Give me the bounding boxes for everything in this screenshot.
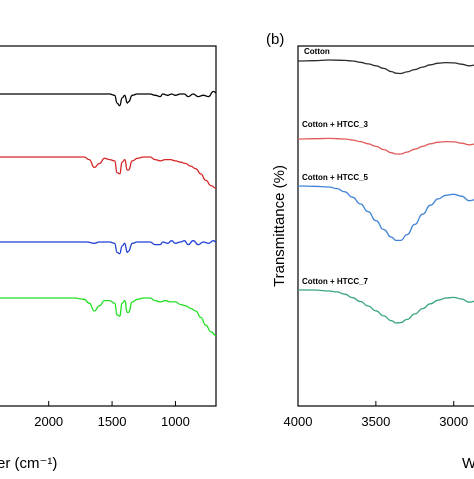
panel-a-line-spectrum-4 bbox=[0, 297, 217, 337]
panel-b-line-cotton bbox=[297, 59, 474, 75]
panel-a-line-spectrum-2 bbox=[0, 156, 217, 189]
panel-b-series-labels: Cotton Cotton + HTCC_3 Cotton + HTCC_5 Cott… bbox=[302, 47, 369, 286]
panel-a-x-axis: 2000 1500 1000 bbox=[34, 401, 190, 429]
panel-a-x-tick-label: 2000 bbox=[34, 414, 63, 429]
panel-b-x-axis: 4000 3500 3000 bbox=[284, 401, 468, 429]
panel-b-series-label-cotton-htcc-7: Cotton + HTCC_7 bbox=[302, 277, 369, 286]
panel-a-spectra bbox=[0, 90, 217, 337]
panel-a-x-axis-title: er (cm⁻¹) bbox=[0, 455, 57, 472]
panel-a-line-spectrum-1 bbox=[0, 90, 217, 107]
panel-b-spectra bbox=[297, 59, 474, 324]
panel-a-line-spectrum-3 bbox=[0, 240, 217, 255]
panel-b-line-cotton-htcc-7 bbox=[298, 289, 474, 324]
panel-a-frame bbox=[0, 45, 217, 407]
panel-a-x-tick-label: 1000 bbox=[161, 414, 190, 429]
panel-b-x-tick-label: 4000 bbox=[284, 414, 313, 429]
panel-b-x-tick-label: 3500 bbox=[361, 414, 390, 429]
panel-b-line-cotton-htcc-3 bbox=[297, 137, 474, 155]
panel-b-x-axis-title: Wa bbox=[462, 455, 474, 472]
panel-b-y-axis-title: Transmittance (%) bbox=[271, 165, 288, 287]
panel-b-series-label-cotton: Cotton bbox=[304, 47, 330, 56]
panel-b: (b) Transmittance (%) Cotton Cotton + HTC… bbox=[266, 31, 474, 472]
panel-b-label: (b) bbox=[266, 31, 284, 48]
panel-a-x-tick-label: 1500 bbox=[98, 414, 127, 429]
panel-b-x-tick-label: 3000 bbox=[439, 414, 468, 429]
panel-b-line-cotton-htcc-5 bbox=[297, 185, 474, 242]
panel-a: 2000 1500 1000 er (cm⁻¹) bbox=[0, 45, 217, 472]
panel-b-series-label-cotton-htcc-3: Cotton + HTCC_3 bbox=[302, 120, 369, 129]
panel-b-frame bbox=[297, 45, 474, 407]
panel-b-series-label-cotton-htcc-5: Cotton + HTCC_5 bbox=[302, 173, 369, 182]
